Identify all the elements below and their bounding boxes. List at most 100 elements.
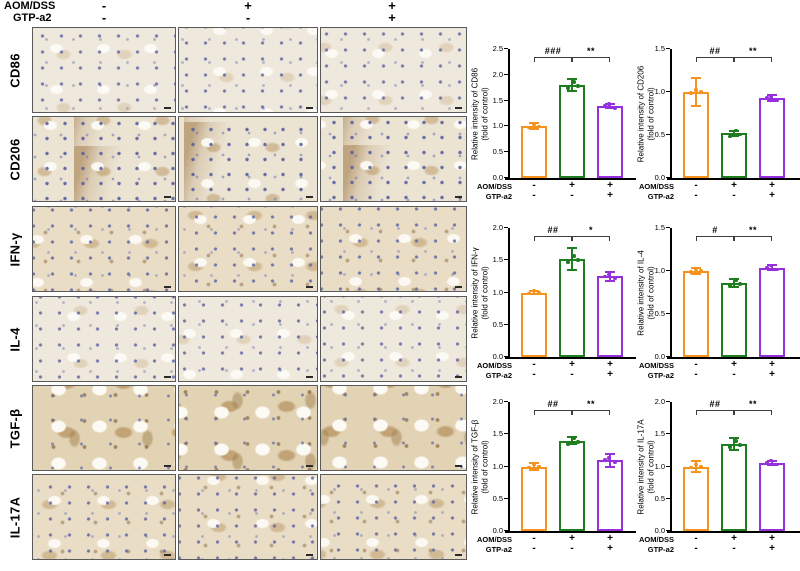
scale-bar [306,376,313,378]
ihc-image [320,206,467,292]
y-tick-label: 0.0 [492,352,503,361]
data-point [728,445,732,449]
data-point [689,465,693,470]
axis-group-symbol: + [607,359,613,370]
sig-bracket [696,236,734,241]
error-bar [533,291,535,294]
data-point [738,443,742,447]
scale-bar [306,465,313,467]
y-tick-mark [504,48,508,49]
axis-group-symbol: - [532,543,536,554]
error-bar-cap [529,292,539,295]
treatment-symbol: + [388,0,396,13]
error-bar-cap [691,104,701,107]
axis-group-symbol: - [570,190,574,201]
scale-bar [306,196,313,198]
y-tick-label: 0.5 [654,309,665,318]
data-point [527,125,531,130]
y-tick-label: 1.0 [492,461,503,471]
axis-group-symbol: - [694,533,698,544]
sig-bracket [696,410,734,415]
axis-group-symbol: - [532,533,536,544]
axis-group-symbol: - [570,369,574,380]
y-tick-mark [666,401,670,402]
error-bar-cap [529,469,539,472]
bar [521,466,547,531]
y-tick-label: 1.5 [654,429,665,439]
error-bar [609,271,611,281]
y-axis-subtitle: (fold of control) [480,43,490,184]
chart-il-17a: Relative intensity of IL-17A (fold of con… [636,380,800,555]
bar [597,105,623,178]
ihc-image [32,206,176,292]
axis-group-symbol: + [769,359,775,370]
ihc-image [178,385,318,471]
data-point [607,272,611,277]
scale-bar [164,554,171,556]
error-bar-cap [567,246,577,249]
y-tick-mark [504,227,508,228]
axis-group-label: AOM/DSS [476,361,512,370]
sig-bracket [534,57,572,62]
treatment-row2-label: GTP-a2 [13,12,52,24]
sig-bracket [734,410,772,415]
y-axis [670,228,672,359]
y-axis-title-text: Relative intensity of CD206 [636,65,646,162]
data-point [738,282,742,286]
ihc-image [32,116,176,202]
ihc-row-label-text: TGF-β [7,408,23,448]
y-tick-mark [504,465,508,467]
axis-group-symbol: + [769,369,775,380]
treatment-symbol: - [101,0,107,13]
axis-group-label: GTP-a2 [647,192,674,201]
sig-bracket [534,410,572,415]
ihc-row-label: IL-17A [0,474,30,560]
y-tick-mark [504,73,508,75]
y-axis [508,228,510,359]
data-point [728,284,732,288]
ihc-image [178,27,318,113]
y-tick-mark [504,323,508,325]
scale-bar [455,465,462,467]
y-tick-label: 1.5 [492,429,503,439]
y-tick-mark [666,433,670,435]
y-tick-label: 1.5 [654,223,665,232]
axis-group-symbol: + [731,533,737,544]
data-point [576,84,580,88]
axis-group-symbol: + [607,533,613,544]
axis-group-label: GTP-a2 [485,545,512,554]
ihc-image [178,474,318,560]
ihc-row-label: CD86 [0,27,30,113]
y-tick-label: 0.5 [492,147,503,157]
ihc-image [320,474,467,560]
data-point [699,269,703,273]
axis-group-label: GTP-a2 [485,192,512,201]
y-tick-label: 1.5 [492,255,503,265]
treatment-row1-label: AOM/DSS [4,0,56,12]
sig-label: * [588,225,594,235]
ihc-image [178,296,318,382]
y-axis [670,49,672,180]
sig-label: ### [544,46,562,56]
y-tick-mark [504,125,508,127]
axis-group-symbol: + [607,180,613,191]
y-tick-mark [504,99,508,101]
error-bar [609,453,611,467]
error-bar-cap [729,448,739,451]
data-point [572,436,576,440]
data-point [765,265,769,270]
y-tick-mark [504,401,508,402]
y-axis-subtitle: (fold of control) [646,43,656,184]
y-tick-mark [666,270,670,271]
data-point [527,291,531,296]
ihc-row-label: IFN-γ [0,206,30,292]
ihc-image [320,27,467,113]
scale-bar [164,286,171,288]
data-point [607,102,611,106]
error-bar-cap [529,128,539,131]
y-tick-mark [666,91,670,92]
data-point [694,267,698,271]
y-tick-mark [504,497,508,499]
ihc-row-label-text: IL-4 [7,326,23,352]
axis-group-symbol: - [694,369,698,380]
